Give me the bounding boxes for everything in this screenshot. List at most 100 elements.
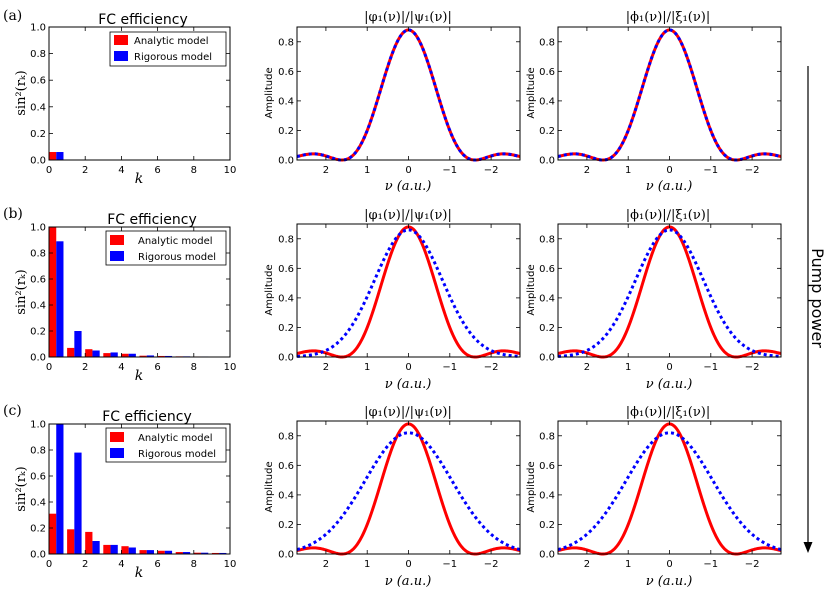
x-tick-label: 1 xyxy=(364,362,370,373)
y-tick-label: 0.8 xyxy=(30,49,46,60)
bar-analytic xyxy=(103,353,111,357)
y-tick-label: 0.2 xyxy=(539,520,555,531)
x-tick-label: 1 xyxy=(364,165,370,176)
rigorous-curve xyxy=(557,431,782,552)
bar-title-b: FC efficiency xyxy=(107,212,196,228)
legend-swatch-rigorous xyxy=(110,448,124,458)
x-tick-label: 10 xyxy=(224,165,237,176)
legend-box xyxy=(109,31,227,67)
x-tick-label: 0 xyxy=(666,559,672,570)
x-tick-label: 4 xyxy=(118,362,124,373)
line-xlabel-c-right: ν (a.u.) xyxy=(646,574,693,589)
legend-c: Analytic model Rigorous model xyxy=(105,427,227,463)
x-tick-label: 2 xyxy=(82,559,88,570)
bar-xlabel-b: k xyxy=(135,368,143,384)
bar-rigorous xyxy=(219,552,227,554)
line-title-b-left: |φ₁(ν)|/|ψ₁(ν)| xyxy=(364,208,452,223)
x-tick-label: 10 xyxy=(224,362,237,373)
rigorous-curve xyxy=(557,28,782,162)
x-tick-label: 1 xyxy=(364,559,370,570)
line-title-c-left: |φ₁(ν)|/|ψ₁(ν)| xyxy=(364,405,452,420)
x-tick-label: −1 xyxy=(442,362,457,373)
row-label-c: (c) xyxy=(3,403,22,419)
rigorous-curve xyxy=(296,28,521,162)
y-tick-label: 0.8 xyxy=(539,234,555,245)
line-chart-a-right: 0.0 0.2 0.4 0.6 0.8 2 1 0 −1 −2 xyxy=(539,26,782,176)
rigorous-curve xyxy=(296,431,521,552)
bar-rigorous xyxy=(56,424,64,554)
x-tick-label: −2 xyxy=(484,362,499,373)
y-tick-label: 0.8 xyxy=(539,37,555,48)
bar-analytic xyxy=(67,347,75,357)
bar-rigorous xyxy=(164,355,173,357)
bar-analytic xyxy=(157,355,165,357)
legend-swatch-analytic xyxy=(114,35,128,45)
bar-analytic xyxy=(139,550,147,554)
bar-analytic xyxy=(67,529,75,554)
bar-rigorous xyxy=(128,547,136,554)
bar-rigorous xyxy=(74,452,82,554)
row-label-a: (a) xyxy=(3,8,22,24)
line-ylabel-c-right: Amplitude xyxy=(526,461,537,512)
x-tick-label: 8 xyxy=(191,559,197,570)
row-label-b: (b) xyxy=(3,206,23,222)
bar-ylabel-c: sin²(rₖ) xyxy=(14,466,29,512)
x-tick-label: 0 xyxy=(46,165,52,176)
x-tick-label: 1 xyxy=(625,559,631,570)
bar-analytic xyxy=(121,546,129,554)
plot-frame xyxy=(48,423,231,555)
y-tick-label: 0.4 xyxy=(539,293,555,304)
bar-title-a: FC efficiency xyxy=(98,12,187,28)
bar-rigorous xyxy=(110,352,118,357)
y-tick-label: 0.6 xyxy=(278,264,294,275)
y-tick-label: 0.8 xyxy=(539,431,555,442)
y-tick-label: 1.0 xyxy=(30,420,46,431)
y-tick-label: 0.6 xyxy=(278,461,294,472)
y-tick-label: 0.0 xyxy=(539,156,555,167)
x-tick-label: 2 xyxy=(323,362,329,373)
y-tick-label: 0.2 xyxy=(30,327,46,338)
legend-swatch-analytic xyxy=(110,235,124,245)
y-tick-label: 0.0 xyxy=(539,550,555,561)
legend-swatch-rigorous xyxy=(110,251,124,261)
x-tick-label: −1 xyxy=(703,362,718,373)
x-tick-label: 4 xyxy=(118,559,124,570)
x-tick-label: 6 xyxy=(154,165,160,176)
bar-rigorous xyxy=(92,350,100,357)
y-tick-label: 0.2 xyxy=(539,126,555,137)
x-tick-label: −2 xyxy=(745,559,760,570)
side-label: Pump power xyxy=(808,248,827,348)
bar-analytic xyxy=(103,544,111,554)
x-tick-label: 2 xyxy=(584,559,590,570)
y-tick-label: 0.2 xyxy=(539,323,555,334)
bar-rigorous xyxy=(164,550,173,554)
line-ylabel-a-left: Amplitude xyxy=(264,67,275,118)
line-chart-b-right: 0.0 0.2 0.4 0.6 0.8 2 1 0 −1 −2 xyxy=(539,223,782,373)
line-title-a-left: |φ₁(ν)|/|ψ₁(ν)| xyxy=(364,10,452,25)
x-tick-label: −2 xyxy=(484,559,499,570)
x-tick-label: 0 xyxy=(405,165,411,176)
line-chart-c-left: 0.0 0.2 0.4 0.6 0.8 2 1 0 −1 −2 xyxy=(278,420,521,570)
line-ylabel-b-right: Amplitude xyxy=(526,264,537,315)
plot-frame xyxy=(296,420,521,555)
bar-analytic xyxy=(49,227,57,357)
bar-rigorous xyxy=(128,353,136,357)
line-chart-b-left: 0.0 0.2 0.4 0.6 0.8 2 1 0 −1 −2 xyxy=(278,223,521,373)
y-tick-label: 0.8 xyxy=(278,234,294,245)
legend-rigorous: Rigorous model xyxy=(134,52,212,63)
bar-rigorous xyxy=(56,241,64,357)
x-tick-label: 0 xyxy=(405,362,411,373)
x-tick-label: 2 xyxy=(323,559,329,570)
y-tick-label: 0.8 xyxy=(278,431,294,442)
x-tick-label: 10 xyxy=(224,559,237,570)
x-tick-label: 8 xyxy=(191,362,197,373)
plot-frame xyxy=(296,223,521,358)
x-tick-label: 2 xyxy=(584,165,590,176)
line-xlabel-a-right: ν (a.u.) xyxy=(646,179,693,194)
bar-analytic xyxy=(121,353,129,357)
y-tick-label: 1.0 xyxy=(30,23,46,34)
line-xlabel-c-left: ν (a.u.) xyxy=(385,574,432,589)
x-tick-label: 2 xyxy=(82,165,88,176)
x-tick-label: 8 xyxy=(191,165,197,176)
y-tick-label: 0.0 xyxy=(278,550,294,561)
